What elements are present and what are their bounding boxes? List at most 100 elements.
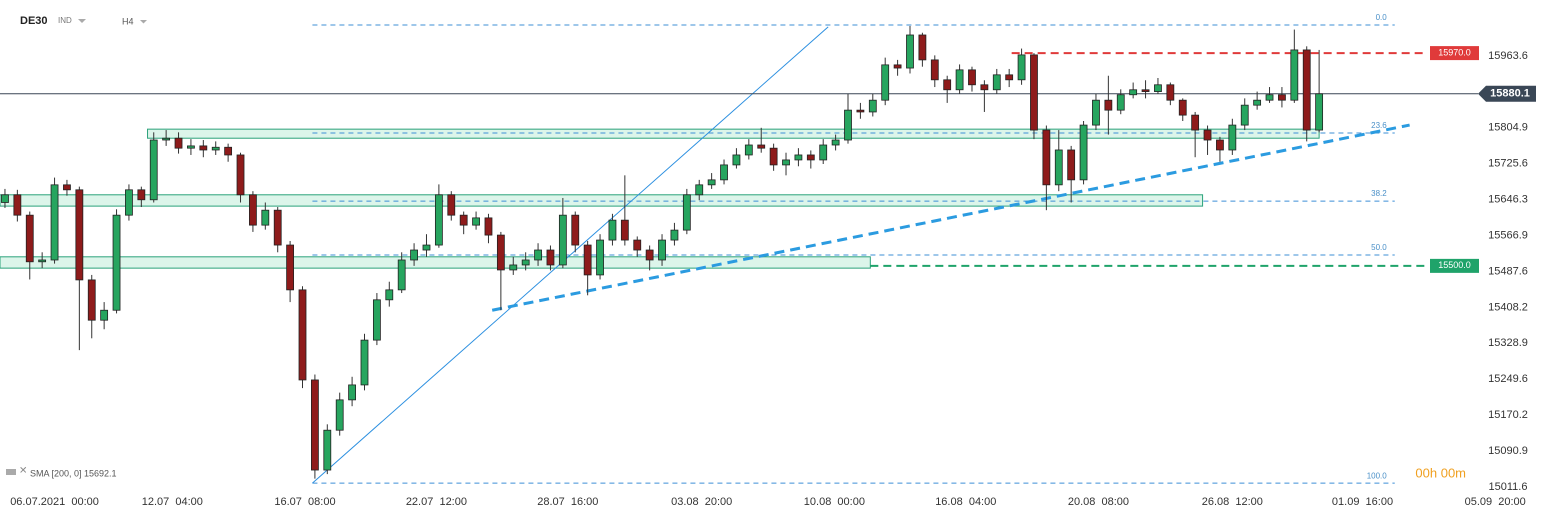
fib-label: 23.6 [1371,121,1387,130]
candle-body [968,69,976,86]
candle-body [1042,129,1051,186]
candle-body [1141,89,1150,92]
candle-body [348,384,356,401]
price-level-label: 15500.0 [1438,260,1471,270]
indicator-close[interactable]: ✕ [19,466,27,477]
candle-body [1067,149,1076,181]
dropdown-icon[interactable] [78,19,86,23]
symbol[interactable]: DE30 [20,15,48,27]
candle-body [707,179,716,186]
y-tick-label: 15725.6 [1488,158,1528,170]
candle-body [943,79,952,91]
candle-body [434,194,443,246]
price-level-label: 15970.0 [1438,47,1471,57]
candle-body [546,249,555,266]
candle-body [1278,94,1286,101]
candle-body [844,109,852,141]
candle-body [720,164,728,181]
candle-body [1315,93,1324,131]
candle-body [744,144,753,156]
candle-body [236,154,245,196]
zone [0,256,871,269]
candle-body [1203,129,1212,141]
candle-body [100,309,109,321]
candle-body [658,239,666,261]
indicator-icon[interactable] [6,469,16,475]
candle-body [360,339,369,386]
candle-body [682,194,691,231]
candle-body [633,239,642,251]
candle-body [732,154,741,166]
fib-label: 50.0 [1371,243,1387,252]
candle-body [224,146,233,156]
candle-body [1129,89,1138,96]
candle-body [1166,84,1175,101]
candle-body [298,289,307,381]
candle-body [397,259,406,291]
y-tick-label: 15170.2 [1488,409,1528,421]
price-level-tag [1430,46,1479,61]
candle-body [881,64,890,101]
candle-body [1154,84,1162,92]
candle-body [410,249,418,261]
candle-body [1079,124,1088,181]
candle-body [1228,124,1237,151]
candle-body [918,34,927,61]
candle-body [422,244,431,251]
candle-body [75,189,84,281]
candle-body [893,64,902,69]
candle-body [868,99,877,113]
candle-body [112,214,121,311]
candle-body [534,249,542,261]
interval[interactable]: H4 [122,16,134,26]
candle-body [13,194,22,216]
candle-body [149,139,158,201]
x-tick-label: 03.08 20:00 [671,496,732,508]
candle-body [806,154,815,161]
candle-body [769,147,778,166]
candle-body [670,229,679,241]
dropdown-icon[interactable] [140,20,147,24]
y-tick-label: 15408.2 [1488,301,1528,313]
y-tick-label: 15963.6 [1488,50,1528,62]
candle-body [187,145,195,149]
candle-body [856,109,865,113]
candle-body [311,379,319,471]
candle-body [249,194,257,226]
x-tick-label: 26.08 12:00 [1202,496,1263,508]
candle-body [608,219,617,241]
candle-body [38,259,47,263]
y-tick-label: 15804.9 [1488,122,1528,134]
trendline [491,123,1410,312]
candle-body [1240,104,1249,126]
candle-body [992,74,1001,91]
candle-body [1017,54,1026,81]
timer: 00h 00m [1415,465,1466,480]
fib-label: 0.0 [1376,13,1388,22]
candle-body [323,429,332,471]
trendline [312,26,829,484]
y-tick-label: 15011.6 [1489,481,1528,493]
candle-body [25,214,34,263]
x-tick-label: 16.08 04:00 [935,496,996,508]
candle-body [199,145,208,151]
candle-body [1116,94,1125,111]
candle-body [137,189,146,201]
y-tick-label: 15487.6 [1488,265,1528,277]
x-tick-label: 06.07.2021 00:00 [10,496,99,508]
candle-body [286,244,295,291]
candle-body [63,184,71,191]
candle-body [273,209,282,246]
candle-body [1191,114,1200,131]
candle-body [385,289,394,301]
candle-body [596,239,604,276]
fib-label: 100.0 [1367,471,1388,480]
candle-body [509,264,518,271]
candle-body [980,84,989,91]
candle-body [955,69,964,91]
candle-body [125,189,133,216]
y-tick-label: 15566.9 [1488,229,1528,241]
candle-body [906,34,914,69]
x-tick-label: 16.07 08:00 [274,496,335,508]
